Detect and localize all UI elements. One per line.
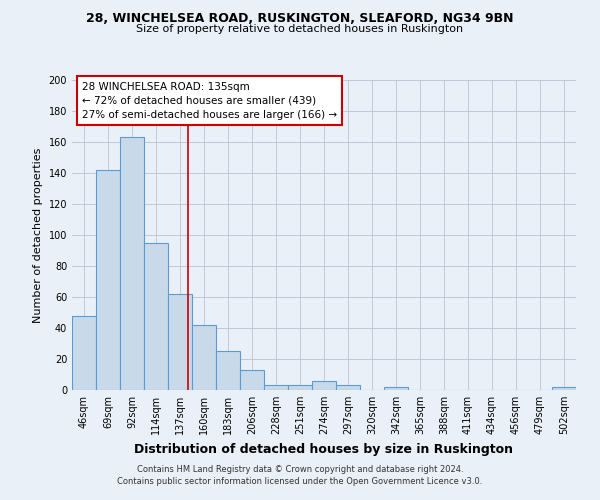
Bar [336,386,360,390]
Bar [216,351,240,390]
Bar [168,294,192,390]
Bar [192,325,216,390]
Text: 28, WINCHELSEA ROAD, RUSKINGTON, SLEAFORD, NG34 9BN: 28, WINCHELSEA ROAD, RUSKINGTON, SLEAFOR… [86,12,514,26]
Text: Size of property relative to detached houses in Ruskington: Size of property relative to detached ho… [136,24,464,34]
X-axis label: Distribution of detached houses by size in Ruskington: Distribution of detached houses by size … [134,442,514,456]
Text: Contains HM Land Registry data © Crown copyright and database right 2024.: Contains HM Land Registry data © Crown c… [137,465,463,474]
Text: 28 WINCHELSEA ROAD: 135sqm
← 72% of detached houses are smaller (439)
27% of sem: 28 WINCHELSEA ROAD: 135sqm ← 72% of deta… [82,82,337,120]
Bar [264,386,288,390]
Bar [72,316,96,390]
Bar [96,170,120,390]
Bar [384,387,408,390]
Y-axis label: Number of detached properties: Number of detached properties [33,148,43,322]
Bar [312,380,336,390]
Bar [288,386,312,390]
Bar [552,387,576,390]
Bar [120,138,144,390]
Bar [144,243,168,390]
Bar [240,370,264,390]
Text: Contains public sector information licensed under the Open Government Licence v3: Contains public sector information licen… [118,477,482,486]
